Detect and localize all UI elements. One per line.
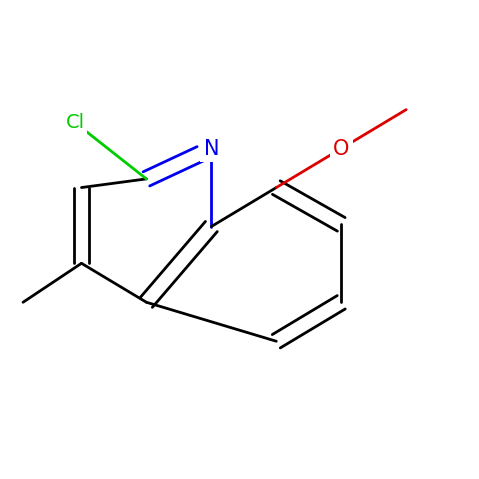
- Text: Cl: Cl: [66, 113, 85, 132]
- Text: N: N: [204, 138, 219, 159]
- Text: O: O: [333, 138, 349, 159]
